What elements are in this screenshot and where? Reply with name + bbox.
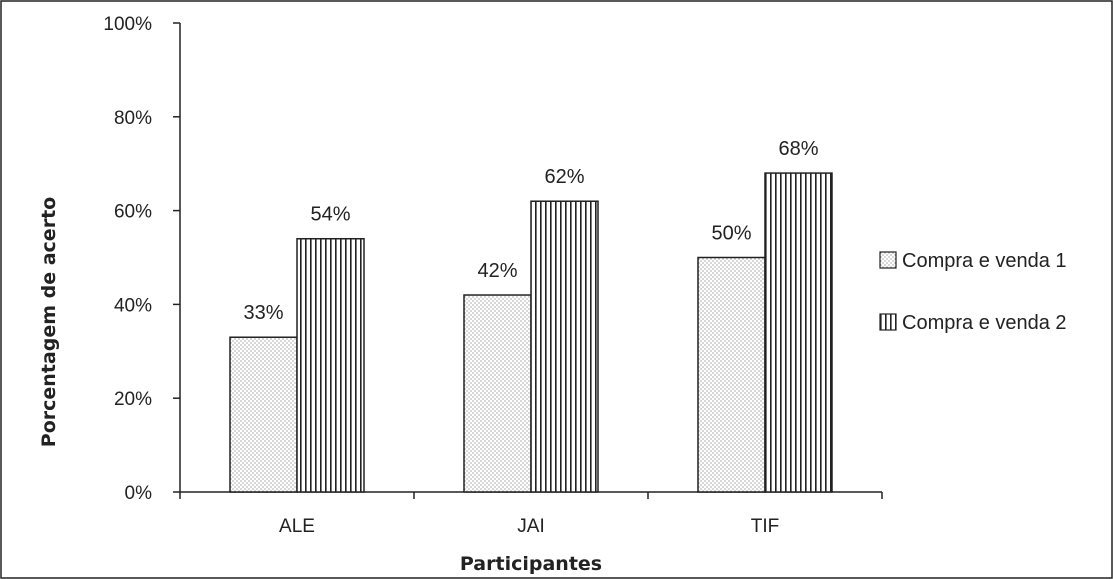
value-labels: 33% 54% 42% 62% 50% 68%: [243, 138, 818, 324]
bar-series-2-jai: [530, 200, 599, 493]
x-tick-label: TIF: [751, 516, 780, 537]
legend-label: Compra e venda 2: [902, 312, 1067, 334]
bar-series-2-tif: [764, 172, 833, 493]
y-tick-label: 20%: [114, 389, 152, 410]
bars: [229, 172, 833, 493]
bar-series-2-ale: [296, 237, 365, 493]
legend-label: Compra e venda 1: [902, 250, 1067, 272]
data-label: 54%: [310, 204, 350, 226]
data-label: 33%: [243, 302, 283, 324]
data-label: 42%: [477, 260, 517, 282]
x-axis-title: Participantes: [460, 553, 602, 575]
y-tick-label: 80%: [114, 108, 152, 129]
data-label: 50%: [711, 223, 751, 245]
legend-swatch: [879, 313, 897, 331]
x-tick-label: JAI: [517, 516, 544, 537]
bar-series-1-jai: [463, 294, 532, 493]
x-tick-label: ALE: [279, 516, 315, 537]
axes: 0% 20% 40% 60% 80% 100% ALE JAI TIF: [103, 14, 883, 537]
y-tick-label: 100%: [103, 14, 152, 35]
y-tick-label: 40%: [114, 295, 152, 316]
y-tick-label: 0%: [125, 483, 153, 504]
data-label: 68%: [778, 138, 818, 160]
y-tick-label: 60%: [114, 202, 152, 223]
legend: Compra e venda 1 Compra e venda 2: [879, 250, 1067, 334]
legend-swatch: [879, 251, 897, 269]
bar-series-1-ale: [229, 336, 298, 493]
y-axis-title: Porcentagem de acerto: [38, 197, 60, 447]
bar-series-1-tif: [697, 256, 766, 493]
data-label: 62%: [544, 166, 584, 188]
